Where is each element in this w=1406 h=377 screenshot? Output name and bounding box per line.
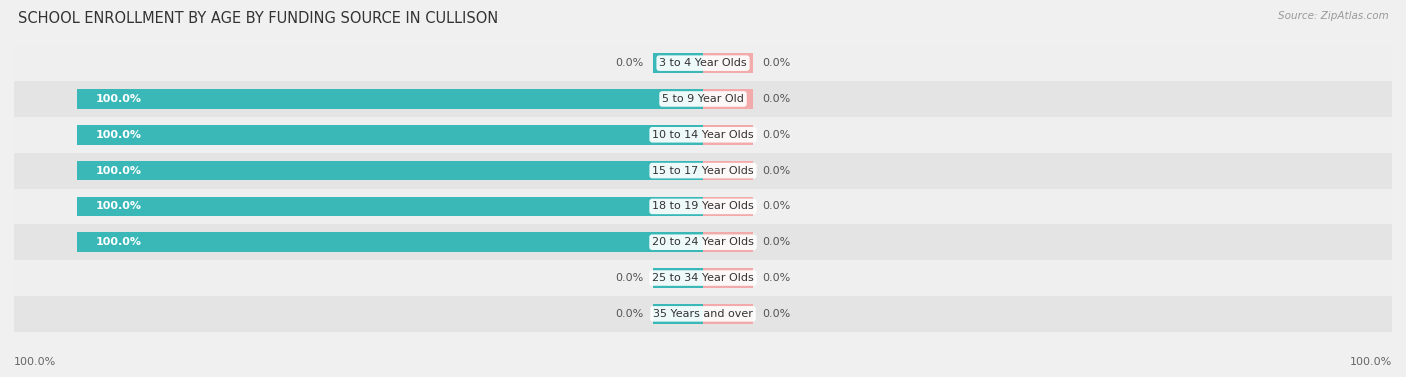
Bar [703,161,754,181]
Bar [77,89,703,109]
Text: 0.0%: 0.0% [616,273,644,283]
Text: 10 to 14 Year Olds: 10 to 14 Year Olds [652,130,754,140]
Bar [703,53,754,73]
Text: 35 Years and over: 35 Years and over [652,309,754,319]
Text: 20 to 24 Year Olds: 20 to 24 Year Olds [652,237,754,247]
Bar [703,304,754,324]
Text: 0.0%: 0.0% [762,130,790,140]
Text: 100.0%: 100.0% [96,94,142,104]
Text: 0.0%: 0.0% [762,237,790,247]
Bar [14,81,1392,117]
Bar [77,161,703,181]
Text: 100.0%: 100.0% [96,237,142,247]
Bar [14,117,1392,153]
Text: 100.0%: 100.0% [14,357,56,367]
Text: 15 to 17 Year Olds: 15 to 17 Year Olds [652,166,754,176]
Text: 100.0%: 100.0% [1350,357,1392,367]
Text: 100.0%: 100.0% [96,201,142,211]
Text: 0.0%: 0.0% [762,94,790,104]
Text: 0.0%: 0.0% [762,201,790,211]
Text: 0.0%: 0.0% [616,58,644,68]
Bar [77,125,703,145]
Text: 0.0%: 0.0% [616,309,644,319]
Text: 0.0%: 0.0% [762,166,790,176]
Bar [703,232,754,252]
Text: 0.0%: 0.0% [762,309,790,319]
Bar [14,296,1392,332]
Bar [14,153,1392,188]
Bar [703,125,754,145]
Bar [77,232,703,252]
Bar [14,224,1392,260]
Text: 100.0%: 100.0% [96,166,142,176]
Text: 18 to 19 Year Olds: 18 to 19 Year Olds [652,201,754,211]
Bar [14,260,1392,296]
Text: 0.0%: 0.0% [762,58,790,68]
Bar [652,268,703,288]
Text: 3 to 4 Year Olds: 3 to 4 Year Olds [659,58,747,68]
Bar [14,188,1392,224]
Bar [652,304,703,324]
Bar [652,53,703,73]
Bar [14,45,1392,81]
Bar [77,196,703,216]
Text: 5 to 9 Year Old: 5 to 9 Year Old [662,94,744,104]
Text: 25 to 34 Year Olds: 25 to 34 Year Olds [652,273,754,283]
Text: 0.0%: 0.0% [762,273,790,283]
Bar [703,196,754,216]
Text: SCHOOL ENROLLMENT BY AGE BY FUNDING SOURCE IN CULLISON: SCHOOL ENROLLMENT BY AGE BY FUNDING SOUR… [18,11,499,26]
Bar [703,89,754,109]
Bar [703,268,754,288]
Text: 100.0%: 100.0% [96,130,142,140]
Text: Source: ZipAtlas.com: Source: ZipAtlas.com [1278,11,1389,21]
